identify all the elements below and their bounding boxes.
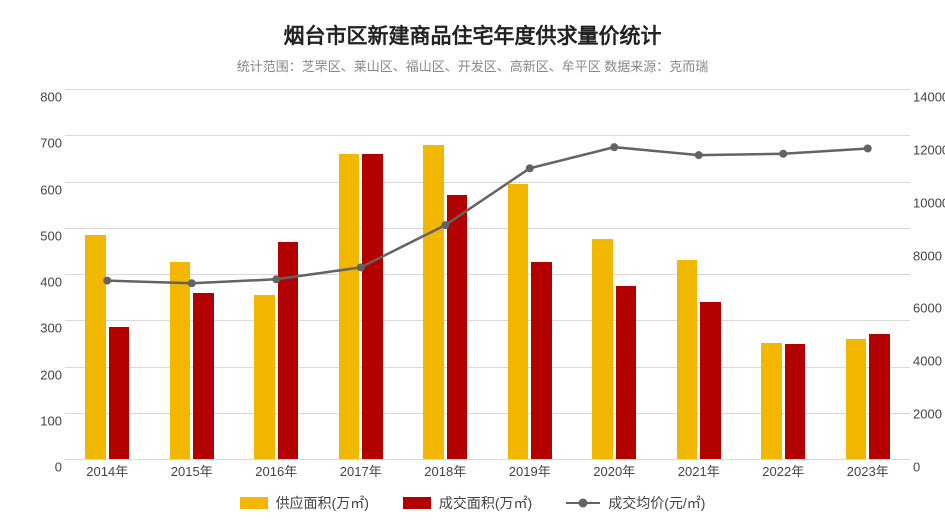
price-line [107, 147, 868, 283]
y-left-tick: 600 [27, 182, 62, 197]
price-marker [272, 275, 280, 283]
y-left-tick: 400 [27, 275, 62, 290]
y-right-tick: 2000 [913, 407, 945, 422]
y-left-tick: 700 [27, 136, 62, 151]
x-axis-label: 2015年 [150, 461, 235, 481]
price-marker [610, 143, 618, 151]
y-right-tick: 8000 [913, 248, 945, 263]
grid-line [65, 459, 910, 460]
x-axis-label: 2017年 [319, 461, 404, 481]
price-marker [188, 279, 196, 287]
chart-title: 烟台市区新建商品住宅年度供求量价统计 [30, 20, 915, 50]
x-axis-label: 2023年 [826, 461, 911, 481]
legend-label-supply: 供应面积(万㎡) [276, 493, 369, 513]
price-marker [103, 277, 111, 285]
price-marker [864, 144, 872, 152]
price-marker [526, 164, 534, 172]
legend-label-deal: 成交面积(万㎡) [439, 493, 532, 513]
x-axis-label: 2020年 [572, 461, 657, 481]
legend-swatch-deal [403, 497, 431, 509]
x-axis-label: 2021年 [657, 461, 742, 481]
legend: 供应面积(万㎡) 成交面积(万㎡) 成交均价(元/㎡) [30, 493, 915, 513]
x-axis-label: 2018年 [403, 461, 488, 481]
y-left-tick: 800 [27, 90, 62, 105]
y-right-tick: 10000 [913, 195, 945, 210]
x-axis-label: 2016年 [234, 461, 319, 481]
y-left-tick: 100 [27, 413, 62, 428]
legend-item-deal: 成交面积(万㎡) [403, 493, 532, 513]
y-right-tick: 14000 [913, 90, 945, 105]
legend-item-price: 成交均价(元/㎡) [566, 493, 705, 513]
y-left-tick: 0 [27, 460, 62, 475]
y-left-tick: 300 [27, 321, 62, 336]
y-right-tick: 12000 [913, 142, 945, 157]
legend-item-supply: 供应面积(万㎡) [240, 493, 369, 513]
y-axis-left: 0100200300400500600700800 [27, 89, 62, 459]
price-marker [779, 150, 787, 158]
y-left-tick: 500 [27, 228, 62, 243]
price-marker [695, 151, 703, 159]
y-right-tick: 4000 [913, 354, 945, 369]
price-line-layer [65, 89, 910, 459]
legend-swatch-supply [240, 497, 268, 509]
y-right-tick: 0 [913, 460, 945, 475]
plot-area: 0100200300400500600700800 02000400060008… [65, 89, 910, 459]
x-axis-label: 2019年 [488, 461, 573, 481]
legend-label-price: 成交均价(元/㎡) [608, 493, 705, 513]
chart-subtitle: 统计范围：芝罘区、莱山区、福山区、开发区、高新区、牟平区 数据来源：克而瑞 [30, 56, 915, 75]
price-marker [357, 263, 365, 271]
x-axis-label: 2022年 [741, 461, 826, 481]
x-axis: 2014年2015年2016年2017年2018年2019年2020年2021年… [65, 461, 910, 481]
x-axis-label: 2014年 [65, 461, 150, 481]
y-right-tick: 6000 [913, 301, 945, 316]
price-marker [441, 221, 449, 229]
chart-container: 烟台市区新建商品住宅年度供求量价统计 统计范围：芝罘区、莱山区、福山区、开发区、… [0, 0, 945, 532]
y-axis-right: 02000400060008000100001200014000 [913, 89, 945, 459]
legend-swatch-price [566, 502, 600, 504]
y-left-tick: 200 [27, 367, 62, 382]
